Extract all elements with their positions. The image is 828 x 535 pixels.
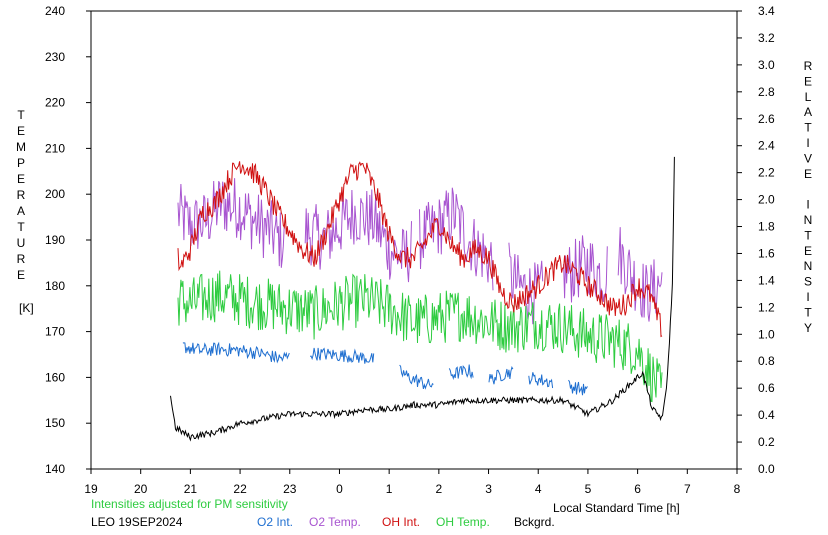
legend: O2 Int. O2 Temp. OH Int. OH Temp. Bckgrd. <box>257 515 555 529</box>
x-tick-label: 4 <box>535 482 542 496</box>
series-line-oh-int <box>177 161 663 338</box>
right-axis-letter: V <box>804 151 812 165</box>
x-tick-label: 7 <box>684 482 691 496</box>
left-axis-letter: M <box>16 140 26 154</box>
right-axis-letter: E <box>804 74 812 88</box>
right-tick-label: 0.4 <box>758 408 775 422</box>
right-axis-letter: T <box>804 228 812 242</box>
legend-item: O2 Temp. <box>309 515 361 529</box>
right-tick-label: 0.8 <box>758 354 775 368</box>
legend-item: OH Temp. <box>436 515 490 529</box>
left-tick-label: 190 <box>45 233 65 247</box>
left-tick-label: 210 <box>45 141 65 155</box>
left-axis-letter: A <box>17 204 25 218</box>
right-tick-label: 2.4 <box>758 139 775 153</box>
right-axis-letter: S <box>804 275 812 289</box>
right-tick-label: 3.0 <box>758 58 775 72</box>
series-layer <box>170 156 675 442</box>
x-tick-label: 6 <box>634 482 641 496</box>
left-tick-label: 220 <box>45 96 65 110</box>
x-axis-label: Local Standard Time [h] <box>553 501 680 515</box>
right-axis-letter: R <box>804 59 813 73</box>
left-tick-label: 150 <box>45 416 65 430</box>
left-axis-letter: R <box>17 252 26 266</box>
left-axis-letter: P <box>17 156 25 170</box>
left-tick-label: 240 <box>45 4 65 18</box>
right-axis-letter: N <box>804 213 813 227</box>
x-tick-label: 20 <box>134 482 148 496</box>
right-axis-letter: T <box>804 121 812 135</box>
x-tick-label: 0 <box>336 482 343 496</box>
legend-item: Bckgrd. <box>514 515 555 529</box>
right-tick-label: 1.0 <box>758 327 775 341</box>
right-axis-letter: N <box>804 259 813 273</box>
right-tick-label: 0.0 <box>758 462 775 476</box>
plot-frame <box>90 10 738 470</box>
left-tick-label: 170 <box>45 325 65 339</box>
x-tick-label: 1 <box>386 482 393 496</box>
right-tick-label: 0.6 <box>758 381 775 395</box>
x-tick-label: 3 <box>485 482 492 496</box>
left-axis-letter: E <box>17 172 25 186</box>
left-tick-label: 200 <box>45 187 65 201</box>
right-axis-letter: I <box>806 290 809 304</box>
x-tick-label: 23 <box>283 482 297 496</box>
note-text: Intensities adjusted for PM sensitivity <box>91 497 288 511</box>
x-axis: 19 20 21 22 23 0 1 2 3 4 5 6 7 8 <box>84 469 741 496</box>
right-tick-label: 0.2 <box>758 435 775 449</box>
right-axis-letter: Y <box>804 321 812 335</box>
legend-item: OH Int. <box>382 515 420 529</box>
right-axis-letter: L <box>805 90 812 104</box>
x-tick-label: 5 <box>585 482 592 496</box>
right-tick-label: 3.2 <box>758 31 775 45</box>
right-axis-letter: E <box>804 167 812 181</box>
legend-item: O2 Int. <box>257 515 293 529</box>
right-tick-label: 1.6 <box>758 246 775 260</box>
x-tick-label: 19 <box>84 482 98 496</box>
right-axis-letter: T <box>804 305 812 319</box>
series-line-bckgrd <box>170 156 675 442</box>
left-tick-label: 160 <box>45 370 65 384</box>
left-axis-letter: E <box>17 124 25 138</box>
left-axis: 140 150 160 170 180 190 200 210 220 230 240 <box>45 4 91 476</box>
x-tick-label: 8 <box>734 482 741 496</box>
series-line-o2-temp <box>177 178 663 325</box>
right-tick-label: 2.2 <box>758 166 775 180</box>
left-tick-label: 180 <box>45 279 65 293</box>
left-axis-letter: E <box>17 268 25 282</box>
right-tick-label: 1.4 <box>758 273 775 287</box>
series-line-oh-temp <box>177 270 663 403</box>
right-axis-letter: I <box>806 198 809 212</box>
right-tick-label: 2.6 <box>758 112 775 126</box>
left-axis-letter: R <box>17 188 26 202</box>
x-tick-label: 21 <box>184 482 198 496</box>
left-axis-letter: T <box>17 220 25 234</box>
left-axis-letter: U <box>17 236 26 250</box>
series-line-o2-int <box>182 341 588 396</box>
left-tick-label: 230 <box>45 50 65 64</box>
right-axis: 0.0 0.2 0.4 0.6 0.8 1.0 1.2 1.4 1.6 1.8 2.0 2.2 2.4 2… <box>737 4 775 476</box>
right-tick-label: 1.8 <box>758 220 775 234</box>
right-axis-letter: A <box>804 105 812 119</box>
x-tick-label: 2 <box>436 482 443 496</box>
left-axis-unit: [K] <box>19 301 34 315</box>
station-label: LEO 19SEP2024 <box>91 515 183 529</box>
left-axis-letter: T <box>17 108 25 122</box>
right-tick-label: 1.2 <box>758 300 775 314</box>
x-tick-label: 22 <box>233 482 247 496</box>
right-axis-letter: E <box>804 244 812 258</box>
right-tick-label: 2.8 <box>758 85 775 99</box>
right-axis-letter: I <box>806 136 809 150</box>
right-tick-label: 3.4 <box>758 4 775 18</box>
left-tick-label: 140 <box>45 462 65 476</box>
right-tick-label: 2.0 <box>758 193 775 207</box>
